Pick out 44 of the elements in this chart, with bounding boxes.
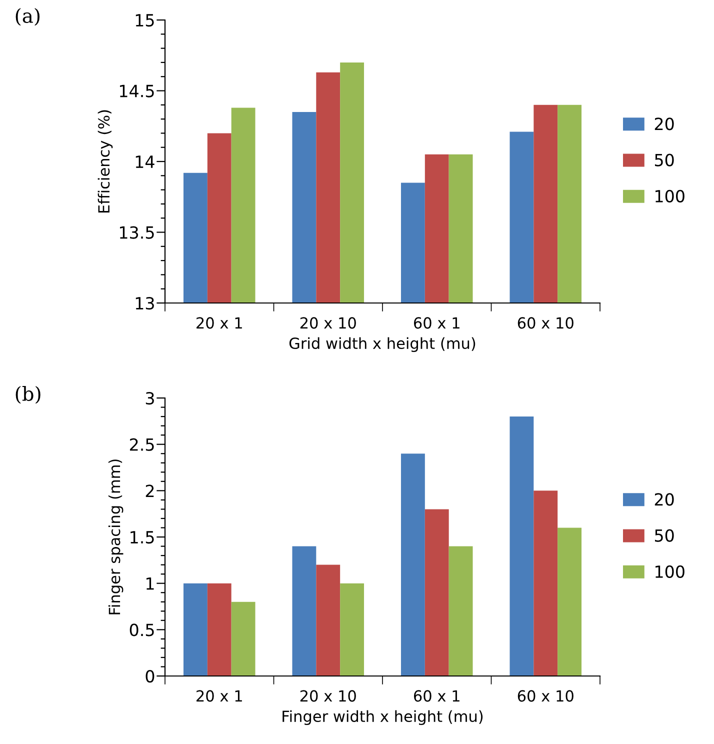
bar <box>400 454 425 676</box>
x-axis-title: Grid width x height (mu) <box>289 337 476 352</box>
y-tick-label: 15 <box>136 14 154 27</box>
y-axis-title: Finger spacing (mm) <box>108 460 124 614</box>
x-tick-label: 20 x 10 <box>300 317 356 329</box>
legend-label: 20 <box>654 118 674 130</box>
x-tick-label: 20 x 10 <box>300 690 356 702</box>
y-tick-label: 3 <box>146 392 154 405</box>
bar <box>231 602 256 676</box>
y-tick-label: 0.5 <box>130 624 154 636</box>
y-tick-label: 1 <box>146 578 154 590</box>
bar <box>534 490 558 676</box>
x-axis-title: Finger width x height (mu) <box>282 710 483 726</box>
x-tick-label: 60 x 1 <box>414 690 460 702</box>
y-tick-label: 14 <box>136 156 154 168</box>
bar <box>558 528 582 676</box>
legend-label: 50 <box>654 529 674 542</box>
bar <box>448 546 473 676</box>
y-tick-label: 14.5 <box>120 84 154 98</box>
chart-title: (a) <box>16 8 40 26</box>
legend-label: 50 <box>654 154 674 166</box>
y-axis-title: Efficiency (%) <box>98 110 113 213</box>
chart-title: (b) <box>16 386 40 404</box>
bar <box>316 564 340 676</box>
x-tick-label: 20 x 1 <box>196 317 242 329</box>
bar <box>510 416 534 676</box>
x-tick-label: 60 x 1 <box>414 317 460 329</box>
legend-label: 20 <box>654 493 674 506</box>
y-tick-label: 2 <box>146 484 154 497</box>
bar <box>292 546 316 676</box>
bar <box>183 583 208 676</box>
y-tick-label: 0 <box>146 670 154 683</box>
bar <box>424 509 449 676</box>
y-tick-label: 13 <box>136 296 154 310</box>
x-tick-label: 20 x 1 <box>196 690 242 702</box>
y-tick-label: 2.5 <box>130 438 154 451</box>
bar <box>207 583 232 676</box>
x-tick-label: 60 x 10 <box>518 317 574 329</box>
legend-label: 100 <box>656 565 684 578</box>
legend-label: 100 <box>656 190 684 202</box>
x-tick-label: 60 x 10 <box>518 690 574 702</box>
y-tick-label: 1.5 <box>130 531 154 544</box>
bar <box>340 583 364 676</box>
y-tick-label: 13.5 <box>120 226 154 239</box>
